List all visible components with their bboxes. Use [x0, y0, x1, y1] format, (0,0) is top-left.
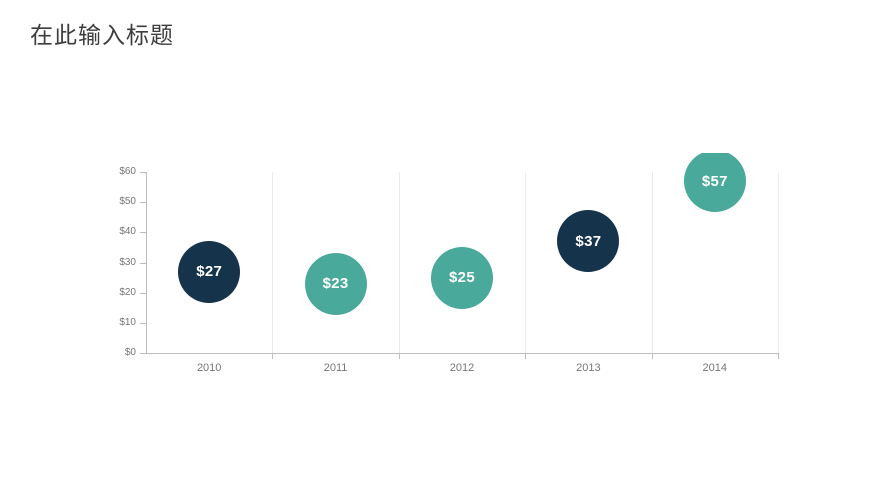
- column-separator: [272, 172, 274, 353]
- data-bubble-2010[interactable]: $27: [178, 240, 241, 303]
- y-tick-label: $60: [119, 166, 136, 177]
- bubble-value-label: $57: [701, 172, 728, 190]
- column-separator: [398, 172, 400, 353]
- column-separator: [525, 172, 527, 353]
- x-tick: [525, 354, 527, 359]
- y-axis-line: [146, 172, 147, 354]
- x-tick: [651, 354, 653, 359]
- x-tick-label: 2010: [196, 362, 222, 374]
- bubble-value-label: $37: [575, 232, 602, 250]
- x-axis-line: [146, 353, 779, 354]
- y-tick: [140, 202, 146, 204]
- x-tick-label: 2012: [449, 362, 475, 374]
- y-tick: [140, 232, 146, 234]
- y-tick: [140, 292, 146, 294]
- data-bubble-2012[interactable]: $25: [431, 246, 493, 309]
- x-tick-label: 2014: [702, 362, 728, 374]
- x-tick: [778, 354, 779, 359]
- plot-area: $27 $23 $25 $37 $57: [130, 153, 798, 385]
- bubble-value-label: $25: [449, 269, 475, 287]
- column-separator: [778, 172, 779, 353]
- y-tick-label: $0: [124, 347, 136, 358]
- y-tick: [140, 172, 146, 173]
- y-tick-label: $20: [119, 286, 136, 298]
- x-tick-label: 2013: [576, 362, 601, 374]
- bubble-value-label: $27: [196, 263, 223, 281]
- y-tick-label: $30: [119, 256, 136, 268]
- y-tick-label: $10: [119, 316, 136, 328]
- bubble-value-label: $23: [322, 275, 349, 293]
- data-bubble-2014[interactable]: $57: [683, 153, 746, 213]
- y-tick-label: $50: [119, 196, 136, 208]
- slide-title[interactable]: 在此输入标题: [30, 22, 174, 48]
- data-bubble-2013[interactable]: $37: [557, 210, 620, 273]
- column-separator: [651, 172, 653, 353]
- y-tick: [140, 262, 146, 264]
- x-tick-label: 2011: [323, 362, 348, 374]
- data-bubble-2011[interactable]: $23: [304, 252, 367, 315]
- y-tick: [140, 322, 146, 324]
- y-tick-label: $40: [119, 226, 136, 238]
- x-tick: [398, 354, 400, 359]
- y-tick: [140, 353, 146, 354]
- x-tick: [272, 354, 274, 359]
